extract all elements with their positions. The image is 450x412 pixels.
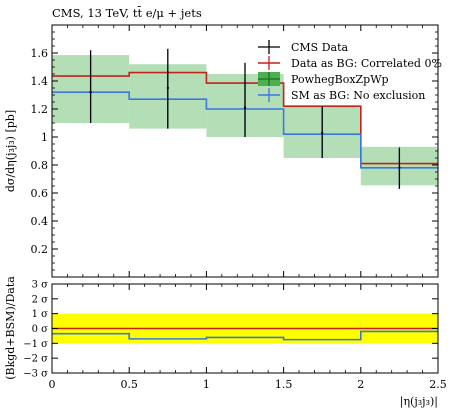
legend-label-data: CMS Data [291,41,349,54]
main-ylabel: dσ/dη(j₃j₃) [pb] [4,110,17,192]
legend-label-green: PowhegBoxZpWp [291,73,389,86]
ratio-ytick-label-2: 1 σ [32,309,49,320]
legend-label-blue: SM as BG: No exclusion [291,89,425,102]
ratio-ytick-label-5: −2 σ [23,354,48,365]
data-point-2 [243,106,247,109]
data-point-3 [321,131,324,134]
ratio-xtick-label-0: 0 [49,378,56,391]
ratio-xtick-label-3: 1.5 [275,378,293,391]
ratio-ytick-label-0: 3 σ [32,280,49,291]
ratio-step-line-1 [52,330,438,341]
main-ytick-label-0: 0.2 [31,243,49,256]
ratio-ytick-label-6: −3 σ [23,369,48,380]
ratio-xtick-label-2: 1 [203,378,210,391]
data-point-1 [166,86,169,90]
ratio-ticks-layer: 3 σ 2 σ 1 σ 0 σ −1 σ −2 σ −3 σ0 0.5 1 1.5 2 2.5 [23,280,447,392]
main-ytick-label-4: 1 [41,131,48,144]
main-ytick-label-7: 1.6 [31,47,49,60]
ratio-ylabel: (Bkgd+BSM)/Data [4,276,17,380]
ratio-ytick-label-4: −1 σ [23,339,48,350]
ratio-lines-layer [52,327,438,341]
ratio-frame [51,283,439,374]
main-frame [51,24,439,278]
legend: CMS Data Data as BG: Correlated 0% PowhegB… [258,40,442,102]
data-point-0 [89,91,92,94]
main-lines-layer [52,48,438,189]
chart-title: CMS, 13 TeV, tt̄ e/μ + jets [52,6,202,20]
main-ytick-label-2: 0.6 [31,187,49,200]
ratio-ytick-label-1: 2 σ [32,294,49,305]
data-point-4 [398,166,401,169]
ratio-ytick-label-3: 0 σ [32,324,49,335]
legend-label-red: Data as BG: Correlated 0% [291,57,442,70]
ratio-xtick-label-4: 2 [357,378,364,391]
main-ytick-label-6: 1.4 [31,75,49,88]
ratio-xtick-label-5: 2.5 [429,378,447,391]
ratio-xlabel: |η(j₃j₃)| [400,395,438,409]
main-ytick-label-5: 1.2 [31,103,49,116]
main-ytick-label-1: 0.4 [31,215,49,228]
main-ytick-label-3: 0.8 [31,159,49,172]
ratio-xtick-label-1: 0.5 [120,378,138,391]
